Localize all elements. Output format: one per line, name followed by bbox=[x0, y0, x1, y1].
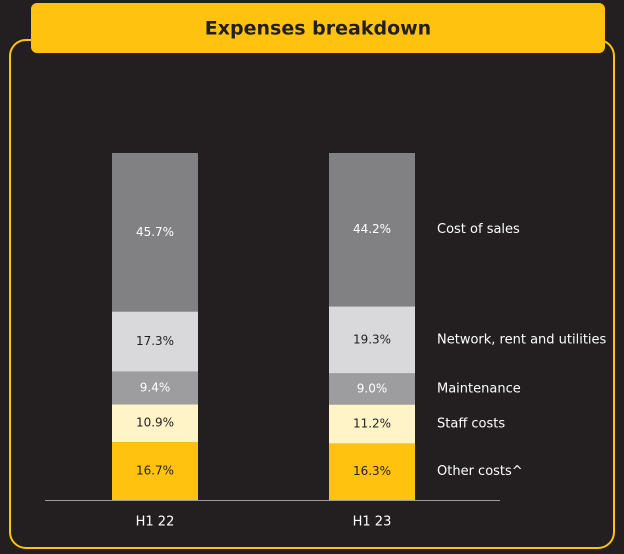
bar-segment bbox=[112, 153, 198, 312]
title-banner bbox=[31, 3, 605, 53]
bar-segment bbox=[112, 404, 198, 443]
legend-label: Network, rent and utilities bbox=[437, 332, 607, 347]
legend-label: Maintenance bbox=[437, 381, 521, 396]
legend-label: Cost of sales bbox=[437, 222, 520, 237]
bar-segment bbox=[329, 443, 415, 500]
bar-segment bbox=[112, 371, 198, 405]
bar-segment bbox=[112, 311, 198, 372]
panel-border bbox=[9, 39, 615, 549]
value-label: 17.3% bbox=[136, 334, 174, 348]
x-tick-label: H1 23 bbox=[353, 515, 392, 530]
value-label: 11.2% bbox=[353, 417, 391, 431]
value-label: 44.2% bbox=[353, 222, 391, 236]
bar-segment bbox=[329, 153, 415, 307]
legend-label: Other costs^ bbox=[437, 464, 523, 479]
x-tick-label: H1 22 bbox=[136, 515, 175, 530]
value-label: 16.7% bbox=[136, 464, 174, 478]
bar-segment bbox=[329, 373, 415, 405]
value-label: 10.9% bbox=[136, 416, 174, 430]
chart-title: Expenses breakdown bbox=[205, 18, 431, 40]
legend-label: Staff costs bbox=[437, 417, 505, 432]
bar-segment bbox=[329, 404, 415, 444]
value-label: 9.4% bbox=[140, 380, 171, 394]
value-label: 16.3% bbox=[353, 464, 391, 478]
value-label: 9.0% bbox=[357, 381, 388, 395]
bar-segment bbox=[112, 442, 198, 500]
value-label: 45.7% bbox=[136, 225, 174, 239]
bar-segment bbox=[329, 306, 415, 374]
value-label: 19.3% bbox=[353, 332, 391, 346]
